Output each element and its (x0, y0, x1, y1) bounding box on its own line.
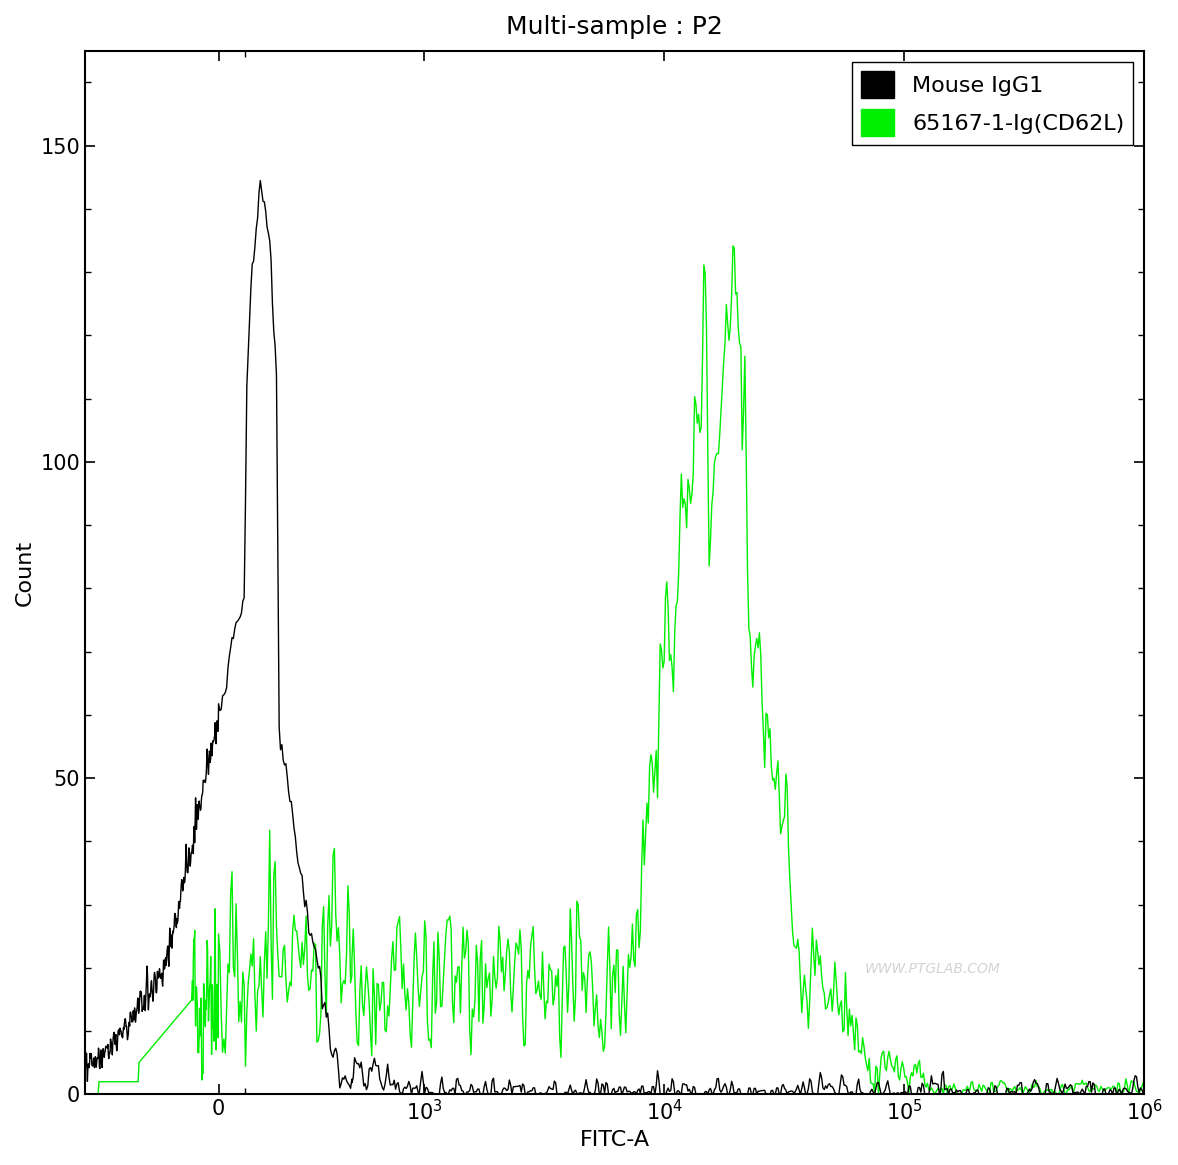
Legend: Mouse IgG1, 65167-1-Ig(CD62L): Mouse IgG1, 65167-1-Ig(CD62L) (852, 62, 1133, 144)
Title: Multi-sample : P2: Multi-sample : P2 (507, 15, 723, 38)
Y-axis label: Count: Count (15, 539, 35, 606)
Text: WWW.PTGLAB.COM: WWW.PTGLAB.COM (865, 962, 1000, 976)
X-axis label: FITC-A: FITC-A (580, 1130, 650, 1150)
